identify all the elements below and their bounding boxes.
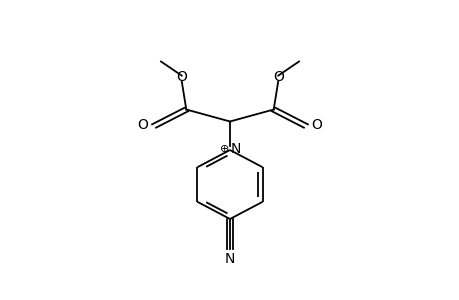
Text: O: O — [311, 118, 322, 132]
Text: O: O — [137, 118, 148, 132]
Text: O: O — [272, 70, 283, 84]
Text: ⊕: ⊕ — [219, 144, 229, 154]
Text: N: N — [224, 252, 235, 266]
Text: O: O — [176, 70, 187, 84]
Text: N: N — [230, 142, 240, 156]
